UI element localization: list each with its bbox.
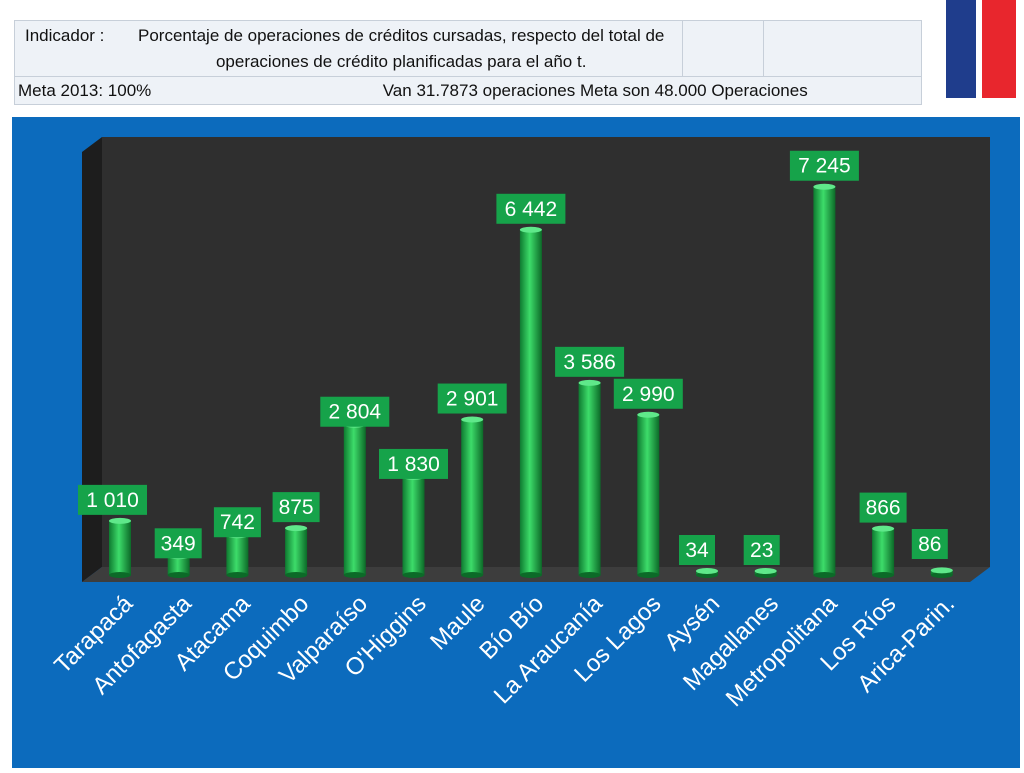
data-label-6: 1 830 <box>387 453 440 476</box>
bar-base-15 <box>930 572 953 578</box>
bar-10 <box>637 414 660 575</box>
bar-base-10 <box>637 572 660 578</box>
flag-red-stripe <box>982 0 1016 98</box>
bar-top-13 <box>813 183 836 190</box>
flag-blue-stripe <box>946 0 976 98</box>
bar-5 <box>343 424 366 575</box>
bar-base-14 <box>872 572 895 578</box>
data-label-3: 742 <box>220 511 255 534</box>
data-label-box-9 <box>555 346 625 377</box>
data-label-box-11 <box>679 535 715 565</box>
bar-8 <box>519 229 542 575</box>
data-label-8: 6 442 <box>505 198 558 221</box>
data-label-5: 2 804 <box>329 401 382 424</box>
data-label-13: 7 245 <box>798 155 851 178</box>
data-label-box-5 <box>320 396 390 427</box>
bar-base-13 <box>813 572 836 578</box>
bar-chart: 1 010 349 742 875 2 804 1 830 2 901 6 442 3 586 2… <box>49 137 990 712</box>
data-label-12: 23 <box>750 539 773 562</box>
bar-top-11 <box>696 568 718 574</box>
bar-14 <box>872 528 895 575</box>
data-label-box-15 <box>911 529 948 559</box>
indicator-text: Porcentaje de operaciones de créditos cu… <box>138 25 665 71</box>
bar-top-9 <box>578 379 601 386</box>
plot-side-wall <box>82 137 102 582</box>
data-label-box-4 <box>272 492 320 523</box>
data-label-11: 34 <box>685 539 709 562</box>
bar-base-9 <box>578 572 601 578</box>
data-label-box-12 <box>743 535 780 565</box>
bar-base-3 <box>226 572 249 578</box>
bar-1 <box>109 520 131 575</box>
bar-top-8 <box>519 226 542 233</box>
data-label-box-14 <box>859 492 907 523</box>
data-label-7: 2 901 <box>446 388 499 411</box>
bar-3 <box>226 535 249 575</box>
data-label-box-8 <box>496 193 566 224</box>
bar-top-1 <box>109 517 131 524</box>
indicator-cell: Indicador : Porcentaje de operaciones de… <box>14 20 683 77</box>
empty-cell-1 <box>682 20 764 77</box>
bar-top-7 <box>461 416 484 423</box>
bar-base-4 <box>285 572 308 578</box>
bar-top-10 <box>637 411 660 418</box>
indicator-label: Indicador : <box>25 25 105 45</box>
bar-base-7 <box>461 572 484 578</box>
progress-text: Van 31.7873 operaciones Meta son 48.000 … <box>382 80 808 100</box>
bar-13 <box>813 186 836 575</box>
data-label-box-10 <box>613 378 683 409</box>
bar-2 <box>167 556 190 575</box>
bar-top-14 <box>872 525 895 532</box>
data-label-1: 1 010 <box>86 489 139 512</box>
bar-top-12 <box>754 568 777 574</box>
data-label-box-3 <box>213 507 261 538</box>
data-label-box-6 <box>379 448 448 479</box>
data-label-4: 875 <box>279 496 314 519</box>
indicator-table: Indicador : Porcentaje de operaciones de… <box>14 20 922 105</box>
bar-base-8 <box>519 572 542 578</box>
data-label-14: 866 <box>866 497 901 520</box>
empty-cell-2 <box>763 20 922 77</box>
bar-9 <box>578 382 601 575</box>
meta-row: Meta 2013: 100% Van 31.7873 operaciones … <box>14 76 922 105</box>
bar-base-2 <box>167 572 190 578</box>
data-label-10: 2 990 <box>622 383 675 406</box>
bar-base-6 <box>402 572 425 578</box>
bar-top-15 <box>930 567 953 574</box>
data-label-box-1 <box>78 484 147 515</box>
data-label-box-13 <box>789 150 859 181</box>
data-label-9: 3 586 <box>563 351 616 374</box>
bar-4 <box>285 528 308 575</box>
bar-top-4 <box>285 525 308 532</box>
bar-base-1 <box>109 572 131 578</box>
bar-7 <box>461 419 484 575</box>
flag-white-stripe <box>976 0 982 98</box>
bar-6 <box>402 476 425 575</box>
data-label-box-2 <box>154 528 202 559</box>
meta-text: Meta 2013: 100% <box>18 80 152 100</box>
data-label-15: 86 <box>918 533 941 556</box>
data-label-box-7 <box>437 383 507 414</box>
chart-panel: 1 010 349 742 875 2 804 1 830 2 901 6 442 3 586 2… <box>12 117 1020 768</box>
bar-base-5 <box>343 572 366 578</box>
data-label-2: 349 <box>161 532 196 555</box>
